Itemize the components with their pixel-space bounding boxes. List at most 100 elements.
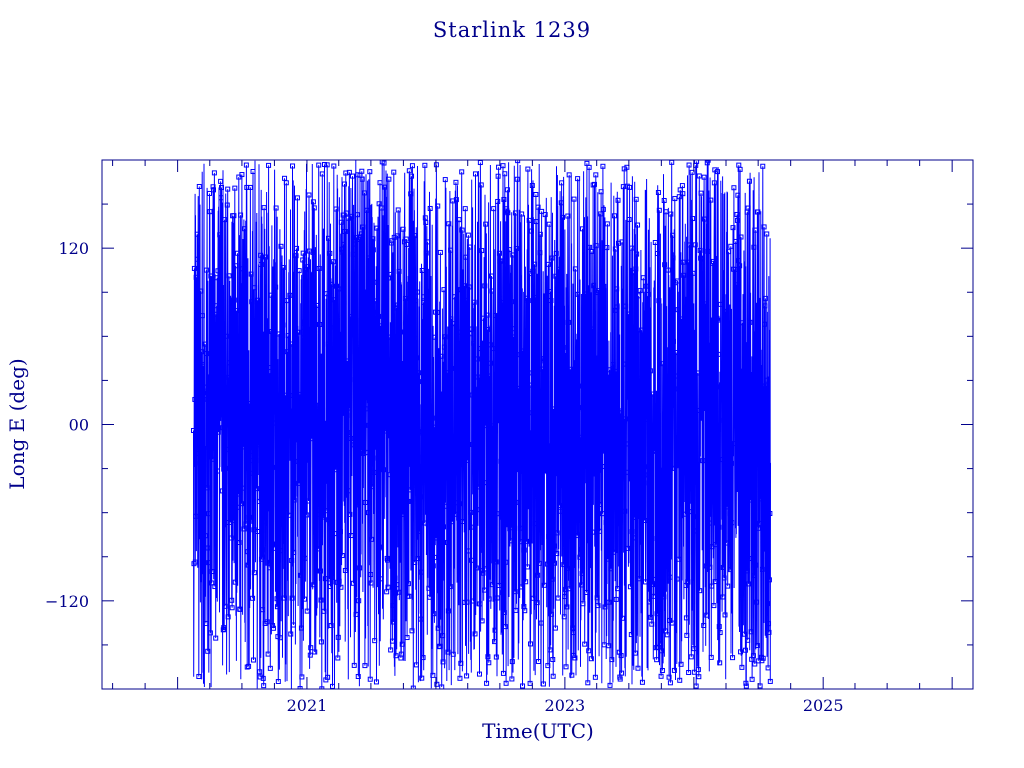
data-point: [544, 561, 550, 567]
data-point: [536, 412, 542, 418]
data-point: [568, 516, 574, 522]
data-point: [413, 662, 419, 668]
data-point: [304, 512, 310, 518]
data-point: [713, 468, 719, 474]
data-point: [415, 556, 421, 562]
data-point: [645, 472, 651, 478]
data-point: [421, 299, 427, 305]
data-point: [501, 196, 507, 202]
plot-area: [191, 160, 773, 689]
data-point: [220, 425, 226, 431]
data-point: [577, 554, 583, 560]
data-point: [644, 411, 650, 417]
data-point: [533, 219, 539, 225]
data-point: [656, 298, 662, 304]
data-point: [298, 572, 304, 578]
data-point: [300, 250, 306, 256]
data-point: [761, 224, 767, 230]
data-point: [200, 478, 206, 484]
data-point: [705, 248, 711, 254]
data-point: [322, 162, 328, 168]
data-point: [283, 506, 289, 512]
data-point: [661, 594, 667, 600]
data-point: [316, 265, 322, 271]
data-point: [522, 608, 528, 614]
data-point: [386, 176, 392, 182]
data-point: [332, 531, 338, 537]
data-point: [566, 172, 572, 178]
data-point: [751, 572, 757, 578]
data-point: [746, 556, 752, 562]
data-point: [205, 545, 211, 551]
data-point: [691, 646, 697, 652]
data-point: [375, 455, 381, 461]
data-point: [565, 213, 571, 219]
data-point: [474, 507, 480, 513]
data-point: [420, 655, 426, 661]
data-point: [282, 392, 288, 398]
data-point: [335, 655, 341, 661]
data-point: [706, 520, 712, 526]
data-point: [741, 526, 747, 532]
data-point: [353, 502, 359, 508]
data-point: [712, 579, 718, 585]
data-point: [631, 462, 637, 468]
data-point: [504, 187, 510, 193]
data-point: [733, 282, 739, 288]
data-point: [694, 160, 700, 164]
data-point: [276, 331, 282, 337]
data-point: [278, 514, 284, 520]
data-point: [377, 544, 383, 550]
data-point: [357, 565, 363, 571]
data-point: [360, 224, 366, 230]
data-point: [649, 535, 655, 541]
data-point: [326, 576, 332, 582]
data-point: [305, 394, 311, 400]
data-point: [210, 184, 216, 190]
data-point: [509, 676, 515, 682]
data-point: [495, 173, 501, 179]
data-point: [575, 383, 581, 389]
data-point: [686, 162, 692, 168]
data-point: [542, 358, 548, 364]
data-point: [226, 273, 232, 279]
data-point: [427, 594, 433, 600]
data-point: [681, 272, 687, 278]
data-point: [260, 675, 266, 681]
data-point: [289, 557, 295, 563]
data-point: [546, 221, 552, 227]
data-point: [645, 291, 651, 297]
data-point: [456, 217, 462, 223]
data-point: [451, 433, 457, 439]
data-point: [754, 642, 760, 648]
data-point: [219, 488, 225, 494]
data-point: [754, 599, 760, 605]
data-point: [393, 653, 399, 659]
data-point: [459, 169, 465, 175]
data-point: [618, 464, 624, 470]
data-point: [603, 519, 609, 525]
data-point: [611, 409, 617, 415]
x-tick-label: 2021: [287, 696, 328, 715]
data-point: [680, 191, 686, 197]
data-point: [480, 315, 486, 321]
data-point: [363, 449, 369, 455]
data-point: [571, 652, 577, 658]
data-point: [752, 661, 758, 667]
data-point: [437, 643, 443, 649]
data-point: [758, 496, 764, 502]
data-point: [710, 258, 716, 264]
data-point: [272, 320, 278, 326]
data-point: [430, 563, 436, 569]
data-point: [600, 163, 606, 169]
data-point: [530, 268, 536, 274]
data-point: [498, 312, 504, 318]
data-point: [259, 547, 265, 553]
data-point: [507, 292, 513, 298]
data-point: [250, 595, 256, 601]
data-point: [310, 249, 316, 255]
data-point: [528, 641, 534, 647]
y-tick-label: 120: [58, 239, 89, 258]
data-point: [242, 299, 248, 305]
data-point: [608, 566, 614, 572]
